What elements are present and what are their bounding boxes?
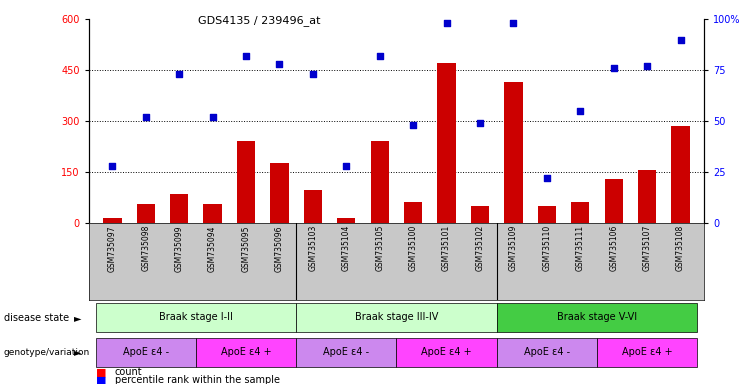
Point bbox=[307, 71, 319, 77]
Text: ►: ► bbox=[74, 347, 82, 358]
FancyBboxPatch shape bbox=[96, 303, 296, 333]
Bar bbox=[638, 170, 657, 223]
Bar bbox=[136, 204, 155, 223]
Bar bbox=[504, 82, 522, 223]
Bar bbox=[337, 218, 356, 223]
Point bbox=[140, 114, 152, 120]
Text: ApoE ε4 -: ApoE ε4 - bbox=[323, 347, 369, 357]
Text: Braak stage V-VI: Braak stage V-VI bbox=[557, 312, 637, 322]
Text: GSM735097: GSM735097 bbox=[108, 225, 117, 271]
Text: GSM735101: GSM735101 bbox=[442, 225, 451, 271]
Point bbox=[641, 63, 653, 69]
Point bbox=[574, 108, 586, 114]
Text: GSM735105: GSM735105 bbox=[375, 225, 385, 271]
Text: GSM735109: GSM735109 bbox=[509, 225, 518, 271]
Bar bbox=[237, 141, 255, 223]
Text: GSM735094: GSM735094 bbox=[208, 225, 217, 271]
Text: percentile rank within the sample: percentile rank within the sample bbox=[115, 375, 280, 384]
Text: ApoE ε4 +: ApoE ε4 + bbox=[622, 347, 672, 357]
Point bbox=[173, 71, 185, 77]
Point bbox=[474, 120, 486, 126]
FancyBboxPatch shape bbox=[597, 338, 697, 367]
Bar bbox=[471, 206, 489, 223]
Point bbox=[340, 163, 352, 169]
Bar bbox=[304, 190, 322, 223]
FancyBboxPatch shape bbox=[496, 338, 597, 367]
Text: count: count bbox=[115, 367, 142, 377]
Bar bbox=[370, 141, 389, 223]
Point bbox=[207, 114, 219, 120]
Point bbox=[541, 175, 553, 181]
Text: disease state: disease state bbox=[4, 313, 69, 323]
Text: Braak stage III-IV: Braak stage III-IV bbox=[355, 312, 438, 322]
Point bbox=[273, 61, 285, 67]
Point bbox=[240, 53, 252, 59]
Point bbox=[107, 163, 119, 169]
FancyBboxPatch shape bbox=[296, 338, 396, 367]
Point bbox=[674, 36, 686, 43]
Text: GSM735100: GSM735100 bbox=[408, 225, 418, 271]
Text: GSM735108: GSM735108 bbox=[676, 225, 685, 271]
Text: ■: ■ bbox=[96, 375, 107, 384]
Text: Braak stage I-II: Braak stage I-II bbox=[159, 312, 233, 322]
Bar bbox=[404, 202, 422, 223]
Bar bbox=[571, 202, 590, 223]
Text: ■: ■ bbox=[96, 367, 107, 377]
Text: ►: ► bbox=[74, 313, 82, 323]
Bar bbox=[437, 63, 456, 223]
FancyBboxPatch shape bbox=[296, 303, 496, 333]
Point bbox=[408, 122, 419, 128]
Text: GSM735111: GSM735111 bbox=[576, 225, 585, 271]
FancyBboxPatch shape bbox=[496, 303, 697, 333]
Text: GSM735102: GSM735102 bbox=[476, 225, 485, 271]
Text: ApoE ε4 +: ApoE ε4 + bbox=[221, 347, 271, 357]
Text: GSM735095: GSM735095 bbox=[242, 225, 250, 271]
Bar bbox=[538, 206, 556, 223]
FancyBboxPatch shape bbox=[96, 338, 196, 367]
Point bbox=[373, 53, 385, 59]
Point bbox=[508, 20, 519, 26]
Point bbox=[608, 65, 619, 71]
Text: GSM735099: GSM735099 bbox=[175, 225, 184, 271]
Point bbox=[441, 20, 453, 26]
FancyBboxPatch shape bbox=[196, 338, 296, 367]
Text: GSM735107: GSM735107 bbox=[642, 225, 651, 271]
Bar bbox=[671, 126, 690, 223]
Text: GSM735098: GSM735098 bbox=[142, 225, 150, 271]
Text: GSM735106: GSM735106 bbox=[609, 225, 618, 271]
Text: GDS4135 / 239496_at: GDS4135 / 239496_at bbox=[198, 15, 321, 26]
Bar bbox=[605, 179, 623, 223]
Text: GSM735096: GSM735096 bbox=[275, 225, 284, 271]
Text: GSM735103: GSM735103 bbox=[308, 225, 317, 271]
Text: GSM735110: GSM735110 bbox=[542, 225, 551, 271]
Text: ApoE ε4 -: ApoE ε4 - bbox=[123, 347, 169, 357]
Text: GSM735104: GSM735104 bbox=[342, 225, 350, 271]
FancyBboxPatch shape bbox=[396, 338, 496, 367]
Bar bbox=[103, 218, 122, 223]
Bar bbox=[170, 194, 188, 223]
Text: genotype/variation: genotype/variation bbox=[4, 348, 90, 357]
Text: ApoE ε4 -: ApoE ε4 - bbox=[524, 347, 570, 357]
Bar bbox=[203, 204, 222, 223]
Bar bbox=[270, 163, 289, 223]
Text: ApoE ε4 +: ApoE ε4 + bbox=[422, 347, 472, 357]
